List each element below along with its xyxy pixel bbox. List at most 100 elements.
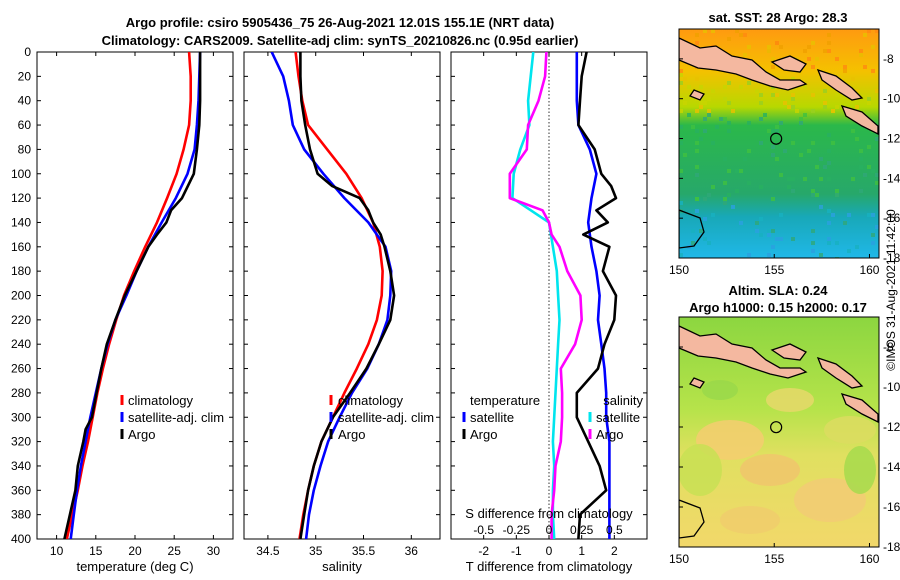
sst-pixel [703, 129, 707, 133]
depth-tick-label: 320 [11, 435, 31, 449]
sst-pixel [747, 181, 751, 185]
sst-pixel [679, 169, 683, 173]
sst-pixel [759, 141, 763, 145]
legend-label-s-satellite: satellite [596, 410, 640, 425]
sst-pixel [831, 109, 835, 113]
difference-lines [508, 52, 618, 539]
sst-pixel [827, 161, 831, 165]
depth-tick-label: 100 [11, 167, 31, 181]
sst-pixel [831, 141, 835, 145]
salinity-x-axis: 34.5 35 35.5 36 [256, 52, 418, 558]
depth-tick-label: 260 [11, 362, 31, 376]
sst-pixel [859, 49, 863, 53]
salinity-lines [270, 52, 396, 539]
sst-pixel [827, 241, 831, 245]
sst-pixel [847, 249, 851, 253]
sst-pixel [695, 129, 699, 133]
depth-tick-label: 180 [11, 264, 31, 278]
sst-pixel [679, 81, 683, 85]
sla-blob [720, 506, 780, 534]
sst-pixel [755, 229, 759, 233]
sst-pixel [803, 49, 807, 53]
imos-credit: ©IMOS 31-Aug-2021 11:42:00 [884, 209, 898, 371]
x-tick-label: 34.5 [256, 544, 280, 558]
sst-pixel [703, 197, 707, 201]
sst-pixel [759, 101, 763, 105]
sst-pixel [695, 77, 699, 81]
depth-tick-label: 240 [11, 337, 31, 351]
sst-pixel [819, 177, 823, 181]
sst-pixel [707, 113, 711, 117]
island [770, 55, 807, 73]
alt-map-ticks: 150 155 160 -8 -10 -12 -14 -16 -18 [669, 340, 900, 566]
sst-pixel [743, 33, 747, 37]
sst-pixel [771, 245, 775, 249]
sst-pixel [679, 73, 683, 77]
sst-coastlines [679, 37, 879, 249]
sst-pixel [775, 129, 779, 133]
sst-pixel [695, 141, 699, 145]
sst-pixel [771, 153, 775, 157]
lon-tick-label: 150 [669, 263, 689, 277]
difference-x-axis: -2 -1 0 1 2 [478, 52, 618, 558]
sst-pixel [759, 233, 763, 237]
sst-pixel [811, 93, 815, 97]
sst-pixel [723, 157, 727, 161]
sst-pixel [691, 125, 695, 129]
sst-pixel [779, 213, 783, 217]
sst-pixel [739, 85, 743, 89]
sst-pixel [871, 69, 875, 73]
sst-pixel [859, 157, 863, 161]
sst-pixel [775, 237, 779, 241]
sst-pixel [855, 89, 859, 93]
sst-pixel [779, 237, 783, 241]
sst-pixel [679, 141, 683, 145]
sst-pixel [831, 213, 835, 217]
lat-tick-label: -10 [883, 380, 900, 394]
sst-pixel [791, 105, 795, 109]
sst-pixel [691, 229, 695, 233]
argo-profile-marker [770, 132, 783, 145]
series-t-argo [575, 52, 618, 539]
t-diff-xlabel: T difference from climatology [466, 559, 633, 574]
sst-pixel [695, 33, 699, 37]
x-tick-label: 15 [89, 544, 103, 558]
sst-pixel [747, 149, 751, 153]
sst-map-title: sat. SST: 28 Argo: 28.3 [709, 10, 848, 25]
legend-label-s-argo: Argo [596, 427, 623, 442]
sla-blob [844, 446, 876, 494]
temperature-xlabel: temperature (deg C) [76, 559, 193, 574]
sst-pixel [827, 133, 831, 137]
temperature-x-axis: 10 15 20 25 30 [50, 52, 220, 558]
sst-pixel [859, 165, 863, 169]
new-guinea-tail [679, 37, 808, 91]
sst-pixel [779, 121, 783, 125]
sst-pixel [707, 109, 711, 113]
sst-pixel [723, 97, 727, 101]
sst-pixel [851, 129, 855, 133]
sst-pixel [695, 209, 699, 213]
sst-pixel [823, 165, 827, 169]
lon-tick-label: 160 [859, 263, 879, 277]
sst-pixel [699, 101, 703, 105]
salinity-xlabel: salinity [322, 559, 362, 574]
lat-tick-label: -16 [883, 500, 900, 514]
sst-pixel [747, 121, 751, 125]
sst-pixel [855, 105, 859, 109]
sst-pixel [859, 53, 863, 57]
sst-pixel [875, 173, 879, 177]
sst-pixel [791, 97, 795, 101]
sst-pixel [827, 237, 831, 241]
sst-pixel [711, 141, 715, 145]
sst-pixel [827, 33, 831, 37]
sst-pixel [799, 121, 803, 125]
sst-pixel [815, 193, 819, 197]
sst-pixel [811, 249, 815, 253]
s-diff-tick-label: 0 [546, 523, 553, 537]
s-diff-tick-label: 0.25 [570, 523, 594, 537]
sst-pixel [827, 209, 831, 213]
sst-pixel [803, 85, 807, 89]
series-satellite-adj-clim [69, 52, 202, 539]
s-diff-tick-label: -0.25 [503, 523, 531, 537]
sla-blobs [679, 380, 876, 534]
